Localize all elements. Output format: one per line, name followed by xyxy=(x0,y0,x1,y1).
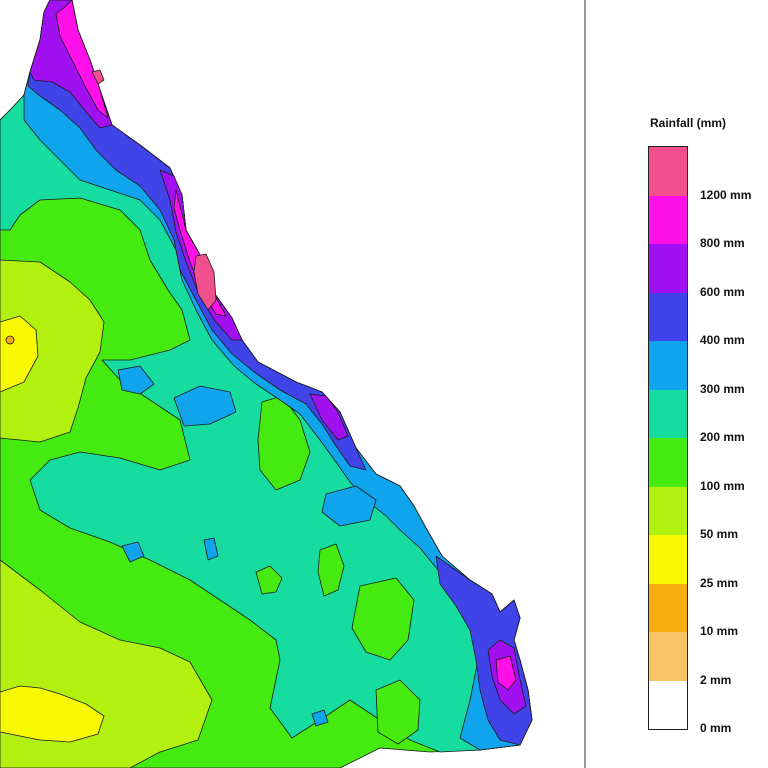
legend-color-bar xyxy=(648,146,688,730)
zone-100mm-island-e xyxy=(255,565,283,595)
zone-800mm-south xyxy=(495,655,517,691)
legend-swatch xyxy=(649,535,687,584)
legend-swatch xyxy=(649,292,687,341)
zone-100mm-island-b xyxy=(351,577,415,661)
rainfall-map xyxy=(0,0,533,768)
zone-800mm-north xyxy=(55,0,109,119)
zone-100mm-island-c xyxy=(317,543,345,597)
zone-100mm-island-d xyxy=(375,679,421,745)
legend-swatch xyxy=(649,680,687,729)
zone-300mm-patch-b xyxy=(117,365,155,395)
zone-10mm-spot xyxy=(5,335,15,345)
legend-swatch xyxy=(649,244,687,293)
legend-label: 300 mm xyxy=(700,381,745,396)
legend-label: 25 mm xyxy=(700,575,739,590)
legend-swatch xyxy=(649,438,687,487)
legend-label: 400 mm xyxy=(700,333,745,347)
legend-swatch xyxy=(649,583,687,632)
zone-600mm-coast-b xyxy=(309,393,349,441)
legend-label: 800 mm xyxy=(700,236,745,250)
panel-divider xyxy=(584,0,586,768)
legend-label: 0 mm xyxy=(700,721,732,735)
zone-800mm-coast xyxy=(173,189,227,317)
zone-300mm-patch-d xyxy=(121,541,145,563)
zone-50mm-west xyxy=(0,259,105,443)
legend-label: 2 mm xyxy=(700,672,732,687)
legend-label: 200 mm xyxy=(700,430,745,444)
legend-swatch xyxy=(649,389,687,438)
legend-swatch xyxy=(649,341,687,390)
legend-label: 100 mm xyxy=(700,478,745,493)
zone-300mm-patch-c xyxy=(321,485,377,527)
zone-300mm-patch-e xyxy=(203,537,219,561)
legend-swatch xyxy=(649,147,687,196)
zone-25mm-southwest xyxy=(0,685,105,743)
zone-300mm-patch-f xyxy=(311,709,329,727)
zone-1200mm-north xyxy=(91,69,105,85)
legend-swatch xyxy=(649,486,687,535)
legend-title: Rainfall (mm) xyxy=(650,116,727,130)
legend-label: 50 mm xyxy=(700,527,739,541)
zone-1200mm-coast xyxy=(193,253,217,311)
legend-label: 600 mm xyxy=(700,284,745,299)
zone-300mm-patch-a xyxy=(173,385,237,427)
legend-label: 10 mm xyxy=(700,624,739,638)
legend-label: 1200 mm xyxy=(700,187,752,202)
zone-25mm-west xyxy=(0,315,39,393)
legend-swatch xyxy=(649,195,687,244)
legend-swatch xyxy=(649,632,687,681)
